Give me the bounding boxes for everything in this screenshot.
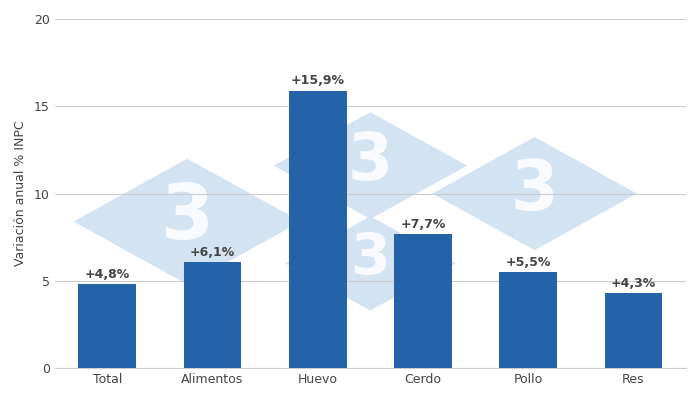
Polygon shape (432, 137, 637, 250)
Polygon shape (274, 112, 467, 219)
Text: +6,1%: +6,1% (190, 246, 235, 258)
Bar (78, 284, 136, 368)
Text: +15,9%: +15,9% (290, 74, 344, 87)
Text: 3: 3 (348, 130, 393, 194)
Bar (499, 272, 557, 368)
Bar (289, 90, 346, 368)
Bar (394, 234, 452, 368)
Text: +5,5%: +5,5% (505, 256, 551, 269)
Polygon shape (74, 159, 301, 284)
Text: 3: 3 (160, 181, 214, 255)
Text: +4,3%: +4,3% (611, 277, 656, 290)
Text: 3: 3 (510, 156, 559, 224)
Text: +4,8%: +4,8% (85, 268, 130, 281)
Polygon shape (285, 216, 456, 311)
Text: 3: 3 (351, 232, 390, 288)
Bar (183, 262, 241, 368)
Y-axis label: Variación anual % INPC: Variación anual % INPC (14, 121, 27, 266)
Text: +7,7%: +7,7% (400, 218, 446, 231)
Bar (605, 293, 662, 368)
